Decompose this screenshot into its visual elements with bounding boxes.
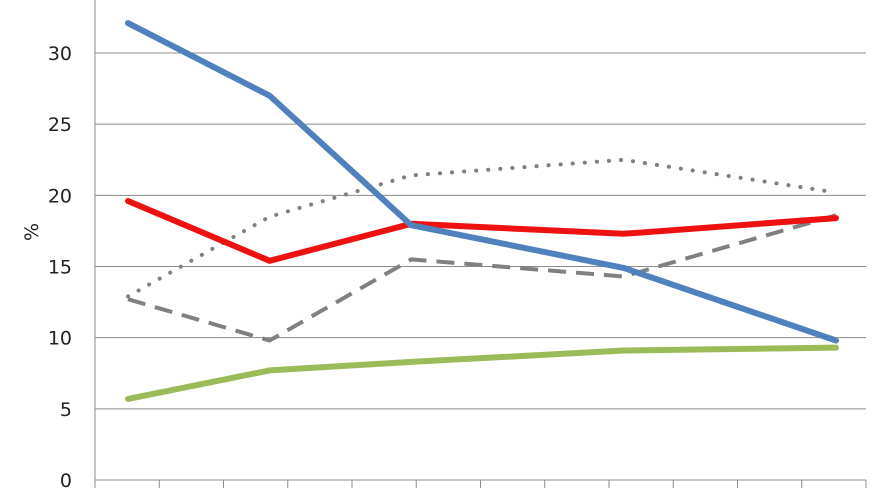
series-line-solid-4 xyxy=(125,344,839,402)
series-line-solid-0 xyxy=(125,20,839,344)
y-tick-label: 0 xyxy=(60,470,72,492)
y-tick-label: 5 xyxy=(60,399,72,421)
y-tick-label: 15 xyxy=(48,257,72,279)
y-axis-ticks: 0 5 10 15 20 25 30 xyxy=(48,43,72,492)
y-tick-label: 30 xyxy=(48,43,72,65)
y-axis-label: % xyxy=(21,223,43,241)
series-lines xyxy=(125,20,839,402)
y-tick-label: 10 xyxy=(48,328,72,350)
y-tick-label: 25 xyxy=(48,114,72,136)
series-line-solid-1 xyxy=(125,198,839,264)
x-axis xyxy=(94,0,867,488)
y-tick-label: 20 xyxy=(48,185,72,207)
series-line-dashed-2 xyxy=(127,213,837,343)
